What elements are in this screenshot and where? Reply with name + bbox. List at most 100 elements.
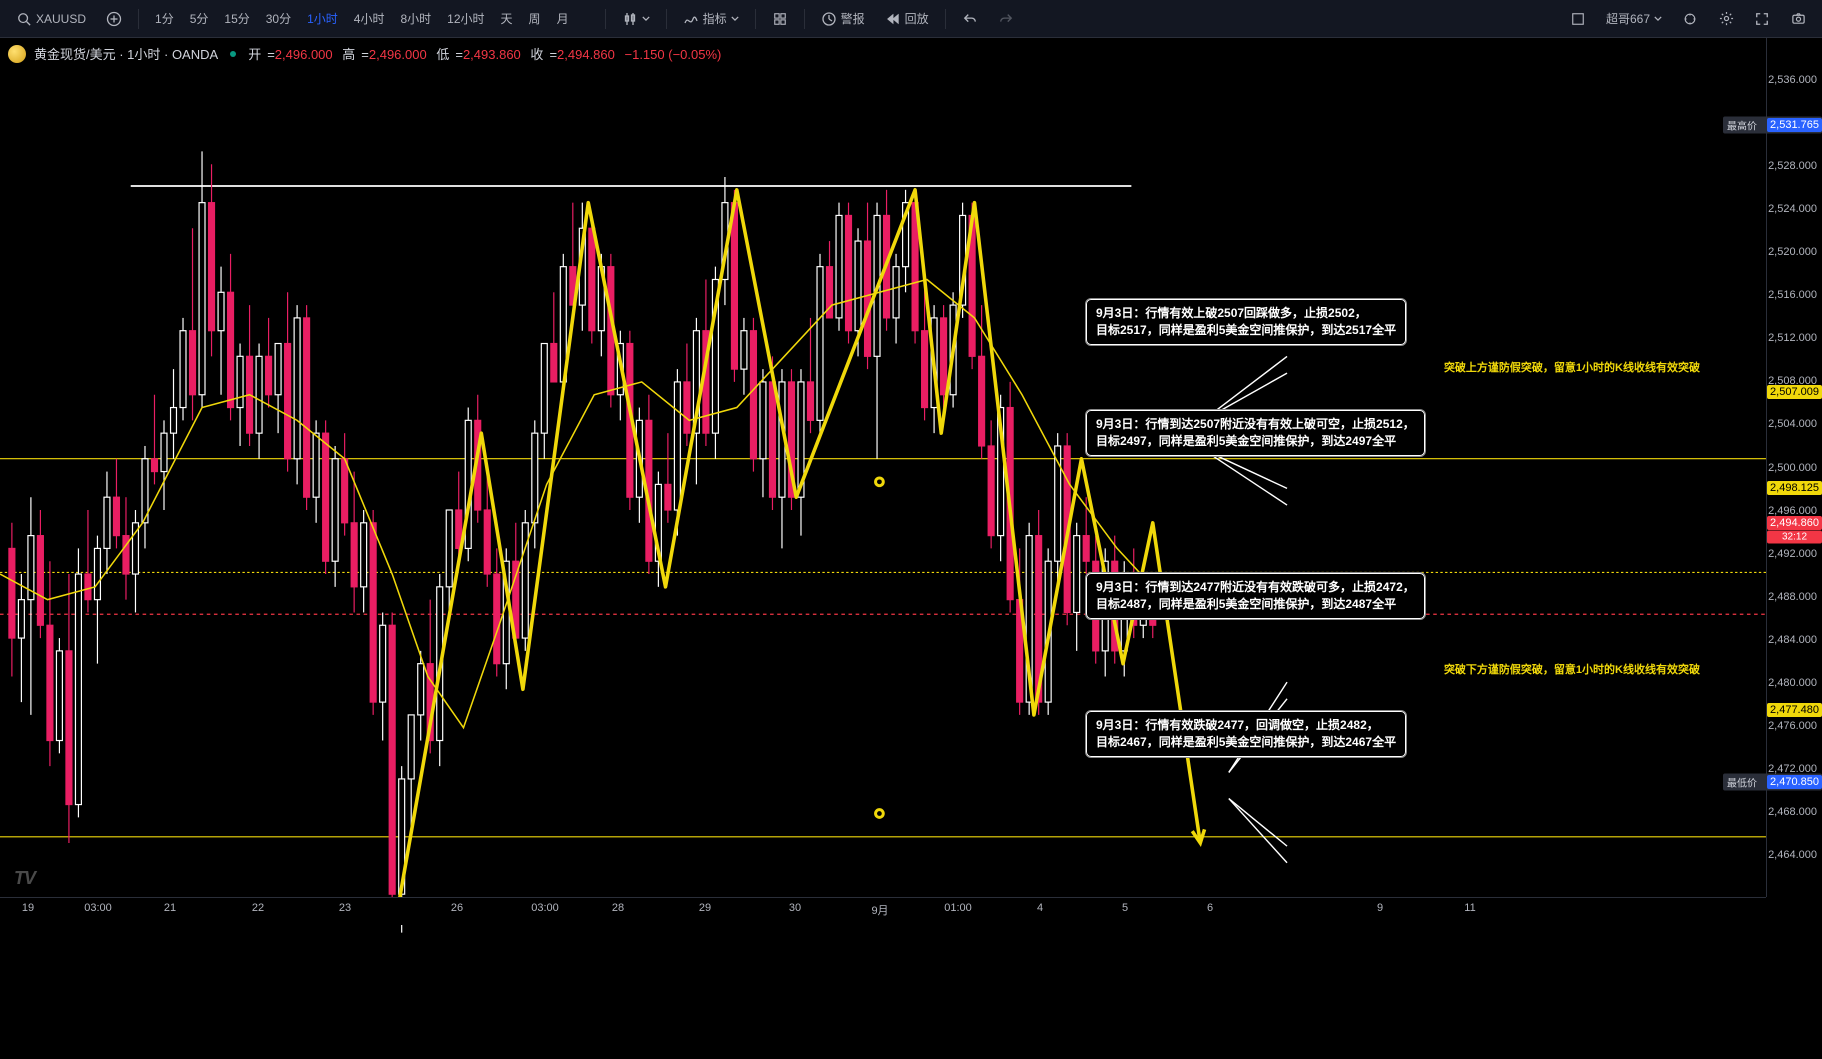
timeframe-周[interactable]: 周 [521, 6, 549, 31]
symbol-name[interactable]: 黄金现货/美元 · 1小时 · OANDA [34, 44, 218, 63]
line-label: 突破下方谨防假突破，留意1小时的K线收线有效突破 [1444, 661, 1700, 677]
time-tick: 11 [1464, 902, 1475, 914]
alert-icon [821, 11, 837, 27]
chart-pane[interactable]: TV 9月3日：行情有效上破2507回踩做多，止损2502，目标2517，同样是… [0, 38, 1766, 897]
chevron-down-icon[interactable] [581, 11, 597, 27]
fullscreen-icon [1754, 11, 1770, 27]
timeframe-group: 1分5分15分30分1小时4小时8小时12小时天周月 [147, 6, 577, 31]
ohlc-block: 开=2,496.000 高=2,496.000 低=2,493.860 收=2,… [248, 44, 727, 63]
gear-icon [1718, 11, 1734, 27]
quick-search-button[interactable] [1674, 7, 1706, 31]
timeframe-5分[interactable]: 5分 [182, 6, 217, 31]
countdown-tag: 32:12 [1767, 530, 1822, 543]
search-icon [16, 11, 32, 27]
price-tick: 2,528.000 [1765, 159, 1820, 173]
time-tick: 28 [612, 902, 624, 914]
time-tick: 30 [789, 902, 801, 914]
price-tick: 2,484.000 [1765, 633, 1820, 647]
line-label: 突破上方谨防假突破，留意1小时的K线收线有效突破 [1444, 359, 1700, 375]
time-tick: 01:00 [944, 902, 972, 914]
price-tag: 2,494.860 [1767, 516, 1822, 530]
layout-button[interactable] [1562, 7, 1594, 31]
gold-icon [8, 45, 26, 63]
price-tag: 2,470.850 [1767, 775, 1822, 789]
timeframe-15分[interactable]: 15分 [216, 6, 257, 31]
timeframe-4小时[interactable]: 4小时 [346, 6, 393, 31]
price-axis[interactable]: 2,536.0002,532.0002,528.0002,524.0002,52… [1766, 38, 1822, 897]
spark-icon [1682, 11, 1698, 27]
price-tick: 2,520.000 [1765, 245, 1820, 259]
time-tick: 03:00 [84, 902, 112, 914]
time-axis[interactable]: 1903:002122232603:002829309月01:00456911 [0, 897, 1766, 925]
snapshot-button[interactable] [1782, 7, 1814, 31]
symbol-text: XAUUSD [36, 12, 86, 26]
change-value: −1.150 (−0.05%) [625, 47, 722, 62]
undo-icon [962, 11, 978, 27]
time-tick: 19 [22, 902, 34, 914]
price-tick: 2,536.000 [1765, 73, 1820, 87]
time-tick: 03:00 [531, 902, 559, 914]
timeframe-30分[interactable]: 30分 [258, 6, 299, 31]
timeframe-天[interactable]: 天 [493, 6, 521, 31]
annotation-box[interactable]: 9月3日：行情到达2477附近没有有效跌破可多，止损2472，目标2487，同样… [1085, 572, 1426, 620]
annotation-box[interactable]: 9月3日：行情有效上破2507回踩做多，止损2502，目标2517，同样是盈利5… [1085, 298, 1407, 346]
indicators-label: 指标 [703, 10, 727, 27]
timeframe-月[interactable]: 月 [549, 6, 577, 31]
undo-button[interactable] [954, 7, 986, 31]
price-tick: 2,476.000 [1765, 719, 1820, 733]
time-tick: 23 [339, 902, 351, 914]
camera-icon [1790, 11, 1806, 27]
price-tick: 2,488.000 [1765, 590, 1820, 604]
alert-button[interactable]: 警报 [813, 6, 873, 31]
user-menu[interactable]: 超哥667 [1598, 6, 1670, 31]
candles-icon [622, 11, 638, 27]
replay-button[interactable]: 回放 [877, 6, 937, 31]
price-tag: 2,477.480 [1767, 703, 1822, 717]
fx-icon [683, 11, 699, 27]
redo-button[interactable] [990, 7, 1022, 31]
price-tick: 2,516.000 [1765, 288, 1820, 302]
price-tick: 2,512.000 [1765, 331, 1820, 345]
time-tick: 5 [1122, 902, 1128, 914]
watermark: TV [14, 868, 35, 889]
price-tick: 2,468.000 [1765, 805, 1820, 819]
time-tick: 9 [1377, 902, 1383, 914]
annotation-box[interactable]: 9月3日：行情有效跌破2477，回调做空，止损2482，目标2467，同样是盈利… [1085, 710, 1407, 758]
timeframe-8小时[interactable]: 8小时 [392, 6, 439, 31]
price-tick: 2,492.000 [1765, 547, 1820, 561]
price-tag: 2,531.765 [1767, 118, 1822, 132]
rewind-icon [885, 11, 901, 27]
indicators-button[interactable]: 指标 [675, 6, 747, 31]
replay-label: 回放 [905, 10, 929, 27]
time-tick: 29 [699, 902, 711, 914]
price-tick: 2,500.000 [1765, 461, 1820, 475]
plus-circle-icon [106, 11, 122, 27]
time-tick: 4 [1037, 902, 1043, 914]
timeframe-12小时[interactable]: 12小时 [439, 6, 492, 31]
price-tick: 2,504.000 [1765, 417, 1820, 431]
timeframe-1分[interactable]: 1分 [147, 6, 182, 31]
top-toolbar: XAUUSD 1分5分15分30分1小时4小时8小时12小时天周月 指标 警报 [0, 0, 1822, 38]
time-tick: 22 [252, 902, 264, 914]
templates-button[interactable] [764, 7, 796, 31]
grid-icon [772, 11, 788, 27]
add-symbol-button[interactable] [98, 7, 130, 31]
timeframe-1小时[interactable]: 1小时 [299, 6, 346, 31]
symbol-search[interactable]: XAUUSD [8, 7, 94, 31]
price-tick: 2,464.000 [1765, 848, 1820, 862]
time-tick: 21 [164, 902, 176, 914]
alert-label: 警报 [841, 10, 865, 27]
price-tag: 2,507.009 [1767, 385, 1822, 399]
chart-style-button[interactable] [614, 7, 658, 31]
price-tick: 2,524.000 [1765, 202, 1820, 216]
fullscreen-button[interactable] [1746, 7, 1778, 31]
square-icon [1570, 11, 1586, 27]
market-status-dot [230, 51, 236, 57]
price-tag: 2,498.125 [1767, 481, 1822, 495]
user-label: 超哥667 [1606, 10, 1650, 27]
symbol-legend: 黄金现货/美元 · 1小时 · OANDA 开=2,496.000 高=2,49… [8, 44, 727, 63]
annotation-box[interactable]: 9月3日：行情到达2507附近没有有效上破可空，止损2512，目标2497，同样… [1085, 409, 1426, 457]
settings-button[interactable] [1710, 7, 1742, 31]
price-tick: 2,480.000 [1765, 676, 1820, 690]
time-tick: 26 [451, 902, 463, 914]
